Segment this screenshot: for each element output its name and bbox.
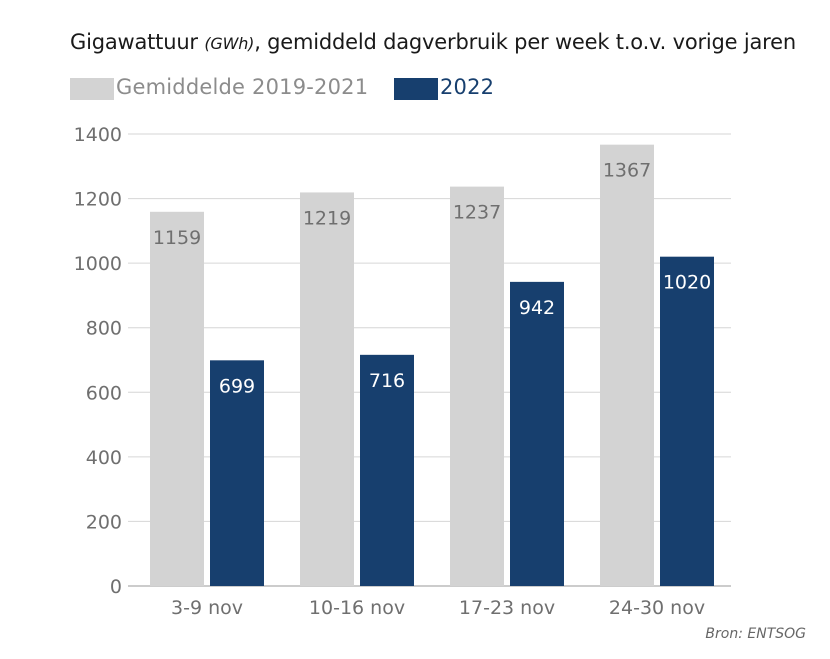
legend-label-2022: 2022 [440, 75, 495, 99]
chart-title: Gigawattuur (GWh), gemiddeld dagverbruik… [70, 30, 796, 54]
x-tick-label: 24-30 nov [609, 597, 705, 619]
data-label-2022: 942 [519, 297, 555, 319]
y-tick-label: 0 [110, 576, 122, 598]
data-label-average: 1367 [603, 160, 651, 182]
data-label-2022: 1020 [663, 272, 711, 294]
data-label-2022: 716 [369, 370, 405, 392]
data-label-2022: 699 [219, 375, 255, 397]
y-tick-label: 400 [86, 447, 122, 469]
chart-title-unit: (GWh) [204, 34, 255, 53]
y-tick-label: 1200 [74, 189, 122, 211]
y-tick-label: 1000 [74, 253, 122, 275]
legend-swatch-2022 [394, 78, 438, 100]
bar-average [150, 211, 204, 586]
chart-title-main: Gigawattuur [70, 30, 205, 54]
bar-average [300, 192, 354, 587]
y-tick-label: 800 [86, 318, 122, 340]
y-tick-label: 200 [86, 511, 122, 533]
y-tick-label: 1400 [74, 124, 122, 146]
chart-title-rest: , gemiddeld dagverbruik per week t.o.v. … [254, 30, 796, 54]
data-label-average: 1237 [453, 202, 501, 224]
bar-2022 [660, 256, 714, 586]
x-tick-label: 10-16 nov [309, 597, 405, 619]
bar-average [600, 144, 654, 586]
y-tick-label: 600 [86, 382, 122, 404]
source-note: Bron: ENTSOG [705, 626, 806, 642]
bar-2022 [360, 354, 414, 586]
bar-average [450, 186, 504, 586]
bar-2022 [510, 281, 564, 586]
bar-2022 [210, 360, 264, 586]
legend-label-average: Gemiddelde 2019-2021 [116, 75, 369, 99]
x-tick-label: 3-9 nov [171, 597, 243, 619]
data-label-average: 1159 [153, 227, 201, 249]
x-tick-label: 17-23 nov [459, 597, 555, 619]
data-label-average: 1219 [303, 207, 351, 229]
legend-swatch-average [70, 78, 114, 100]
